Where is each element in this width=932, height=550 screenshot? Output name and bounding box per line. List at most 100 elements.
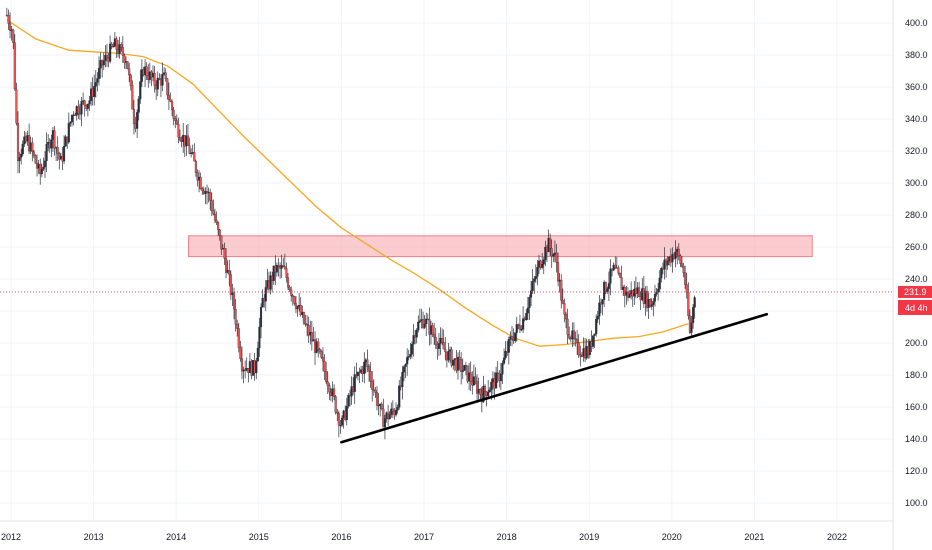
candle-body xyxy=(201,188,204,191)
candle-body xyxy=(320,351,323,358)
time-axis[interactable]: 2012 2013 2014 2015 2016 2017 2018 2019 2020 2021… xyxy=(1,532,847,542)
candle-body xyxy=(374,390,377,393)
candle-body xyxy=(259,307,263,328)
candle-body xyxy=(418,320,421,323)
candle-body xyxy=(474,376,477,382)
candle-body xyxy=(476,381,479,394)
candle-body xyxy=(63,146,66,162)
candle-body xyxy=(423,323,426,328)
candle-body xyxy=(42,166,45,170)
candle-body xyxy=(164,72,167,79)
candle-body xyxy=(655,292,658,295)
candle-body xyxy=(402,366,406,373)
candle-body xyxy=(213,213,217,221)
candle-body xyxy=(32,151,35,156)
resistance-zone[interactable] xyxy=(188,235,813,258)
candle-body xyxy=(261,298,264,308)
candle-body xyxy=(199,176,202,189)
candle-body xyxy=(232,292,236,310)
candle-body xyxy=(115,38,118,50)
candle-body xyxy=(123,55,126,63)
candle-body xyxy=(318,348,321,352)
candle-body xyxy=(137,98,140,113)
candle-body xyxy=(83,100,86,106)
candle-body xyxy=(518,325,521,330)
candle-body xyxy=(515,324,518,333)
candle-body xyxy=(579,354,582,357)
candle-body xyxy=(409,354,412,357)
candle-body xyxy=(456,356,460,371)
candle-body xyxy=(682,266,685,274)
price-tick-label: 200.0 xyxy=(905,338,928,348)
candle-body xyxy=(21,143,24,155)
candle-body xyxy=(167,94,170,100)
candle-body xyxy=(369,370,372,382)
candle-body xyxy=(534,276,537,280)
candle-body xyxy=(690,322,693,333)
candle-body xyxy=(580,355,583,358)
candle-body xyxy=(299,305,302,315)
candle-body xyxy=(522,318,525,330)
candle-body xyxy=(272,265,275,281)
price-tick-label: 160.0 xyxy=(905,402,928,412)
candle-body xyxy=(544,246,547,260)
candle-body xyxy=(674,251,677,259)
trendline-segment[interactable] xyxy=(340,312,769,444)
candle-body xyxy=(650,304,653,307)
candle-body xyxy=(550,248,553,257)
candle-body xyxy=(572,330,576,339)
candle-body xyxy=(193,152,196,162)
time-tick-label: 2021 xyxy=(744,532,764,542)
candle-body xyxy=(317,341,320,350)
candle-body xyxy=(171,101,174,111)
candle-body xyxy=(326,381,329,386)
candle-body xyxy=(121,47,124,56)
candle-body xyxy=(347,394,350,407)
candle-body xyxy=(88,100,91,105)
candle-body xyxy=(304,323,307,325)
candle-body xyxy=(161,74,164,86)
resistance-zone-rect[interactable] xyxy=(188,235,813,258)
candle-body xyxy=(684,272,687,285)
candle-body xyxy=(264,287,267,302)
candle-body xyxy=(210,200,213,211)
last-price-badge: 231.9 xyxy=(898,285,932,298)
trendline[interactable] xyxy=(340,312,769,444)
candle-body xyxy=(282,265,285,267)
candle-body xyxy=(129,74,132,86)
price-tick-label: 100.0 xyxy=(905,498,928,508)
candle-body xyxy=(333,388,336,397)
time-tick-label: 2015 xyxy=(249,532,269,542)
price-tick-label: 260.0 xyxy=(905,242,928,252)
candle-body xyxy=(488,389,491,393)
candle-body xyxy=(275,265,278,273)
candle-body xyxy=(566,318,569,335)
candle-body xyxy=(606,288,609,292)
candle-body xyxy=(680,263,684,267)
candle-body xyxy=(126,61,129,69)
candle-body xyxy=(652,301,655,305)
price-axis[interactable]: 100.0120.0140.0160.0180.0200.0220.0240.0… xyxy=(905,18,928,508)
candle-body xyxy=(140,69,143,82)
candle-body xyxy=(564,313,568,320)
candle-body xyxy=(334,396,337,413)
candle-body xyxy=(463,365,466,371)
candle-body xyxy=(528,297,531,309)
candle-body xyxy=(286,277,290,288)
candle-body xyxy=(145,66,148,77)
price-tick-label: 280.0 xyxy=(905,210,928,220)
candle-body xyxy=(169,99,172,102)
candle-body xyxy=(623,286,626,296)
candle-body xyxy=(541,264,544,268)
candle-body xyxy=(380,403,383,410)
candle-body xyxy=(70,115,74,123)
candle-body xyxy=(280,265,283,269)
candle-body xyxy=(234,309,237,325)
candle-body xyxy=(328,385,331,393)
candle-body xyxy=(526,307,529,314)
candle-body xyxy=(339,425,342,427)
candle-body xyxy=(13,42,16,90)
candle-body xyxy=(391,408,394,412)
